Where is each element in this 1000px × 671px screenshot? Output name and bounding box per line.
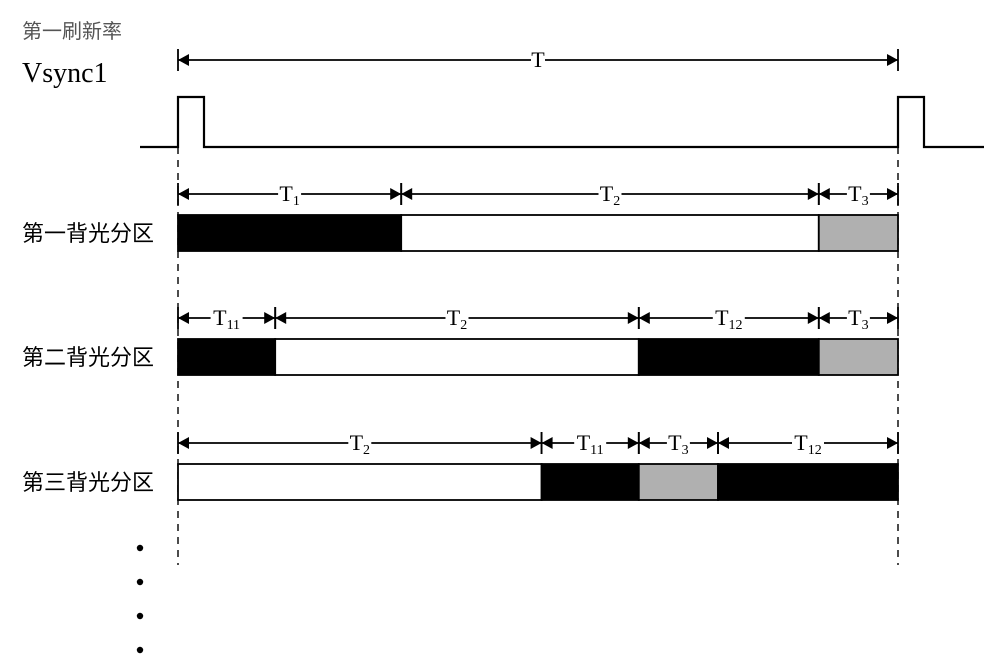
label-row3: 第三背光分区: [22, 470, 154, 495]
label-row1: 第一背光分区: [22, 221, 154, 246]
segment-T2: [401, 215, 819, 251]
dimension-T11: T11: [542, 430, 639, 458]
svg-text:T: T: [531, 47, 545, 72]
label-vsync: Vsync1: [22, 58, 108, 89]
bar-row-1: [178, 215, 898, 251]
dimension-T: T: [178, 47, 898, 72]
bar-row-3: [178, 464, 898, 500]
segment-T1: [178, 215, 401, 251]
segment-T12: [639, 339, 819, 375]
label-refresh-rate: 第一刷新率: [22, 20, 122, 43]
dimension-T2: T2: [178, 430, 542, 458]
dimension-T1: T1: [178, 181, 401, 209]
segment-T11: [542, 464, 639, 500]
dimension-T12: T12: [639, 305, 819, 333]
segment-T12: [718, 464, 898, 500]
ellipsis-dot: [137, 647, 143, 653]
dimension-T3: T3: [819, 305, 898, 333]
ellipsis-dot: [137, 613, 143, 619]
dimension-T12: T12: [718, 430, 898, 458]
dimension-T3: T3: [639, 430, 718, 458]
segment-T2: [275, 339, 639, 375]
segment-T2: [178, 464, 542, 500]
segment-T3: [639, 464, 718, 500]
ellipsis-dot: [137, 579, 143, 585]
ellipsis-dot: [137, 545, 143, 551]
dimension-T11: T11: [178, 305, 275, 333]
segment-T3: [819, 215, 898, 251]
dimension-T2: T2: [275, 305, 639, 333]
segment-T11: [178, 339, 275, 375]
dimension-T3: T3: [819, 181, 898, 209]
bar-row-2: [178, 339, 898, 375]
label-row2: 第二背光分区: [22, 345, 154, 370]
vsync-waveform: [140, 97, 984, 147]
segment-T3: [819, 339, 898, 375]
dimension-T2: T2: [401, 181, 819, 209]
